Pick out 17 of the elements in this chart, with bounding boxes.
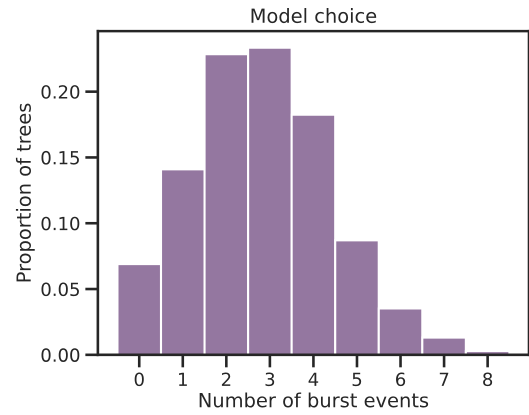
- y-tick-label: 0.10: [41, 216, 80, 230]
- x-tick-label: 8: [483, 372, 492, 386]
- y-tick-label: 0.00: [41, 348, 80, 362]
- x-tick-label: 2: [222, 372, 230, 386]
- x-tick-label: 4: [308, 372, 318, 386]
- y-tick-label: 0.20: [41, 85, 80, 99]
- chart-title: Model choice: [252, 8, 376, 24]
- y-axis-title: Proportion of trees: [16, 104, 35, 282]
- x-tick-label: 0: [134, 372, 144, 386]
- x-axis-title: Number of burst events: [200, 392, 428, 408]
- y-tick-label: 0.15: [41, 150, 79, 165]
- y-tick-label: 0.05: [41, 282, 79, 296]
- x-tick-label: 7: [440, 372, 448, 386]
- x-tick-label: 5: [352, 372, 362, 386]
- x-tick-label: 3: [266, 372, 274, 386]
- x-tick-label: 6: [396, 372, 406, 386]
- x-tick-label: 1: [179, 372, 187, 386]
